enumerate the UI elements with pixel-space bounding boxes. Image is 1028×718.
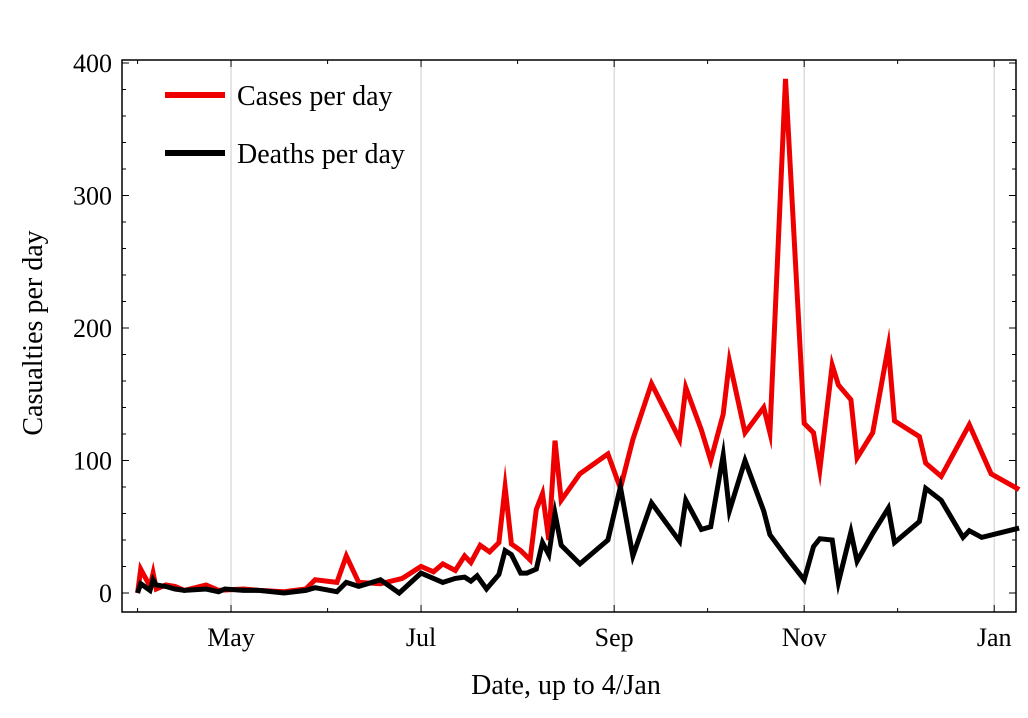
y-tick-label: 300 <box>73 182 112 211</box>
x-tick-label: Nov <box>782 623 827 652</box>
series-line-deaths <box>135 437 1020 597</box>
legend-label-cases: Cases per day <box>237 81 393 112</box>
x-axis-title: Date, up to 4/Jan <box>471 670 661 701</box>
y-tick-label: 400 <box>73 49 112 78</box>
legend-label-deaths: Deaths per day <box>237 139 405 170</box>
y-axis-title: Casualties per day <box>18 230 49 435</box>
plot-frame <box>121 59 1017 613</box>
x-tick-label: May <box>207 623 255 652</box>
axis-ticks: May Jul Sep Nov Jan 0 100 200 300 400 <box>73 49 1016 652</box>
x-tick-label: Jul <box>406 623 436 652</box>
grid-lines <box>230 60 995 612</box>
y-tick-label: 100 <box>73 447 112 476</box>
series-lines <box>135 78 1021 597</box>
x-tick-label: Jan <box>977 623 1012 652</box>
y-tick-label: 200 <box>73 314 112 343</box>
y-tick-label: 0 <box>99 579 112 608</box>
legend: Cases per day Deaths per day <box>165 81 405 170</box>
x-tick-label: Sep <box>595 623 634 652</box>
